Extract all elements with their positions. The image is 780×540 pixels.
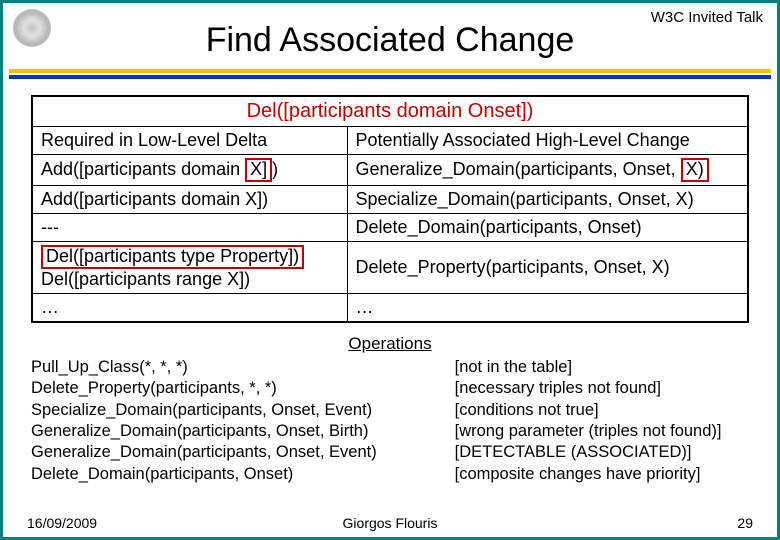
- operations-title: Operations: [31, 333, 749, 355]
- op-result: [necessary triples not found]: [455, 378, 749, 399]
- highlight-box: X]: [245, 158, 272, 182]
- divider-yellow: [9, 69, 771, 73]
- operations-section: Operations Pull_Up_Class(*, *, *) Delete…: [31, 333, 749, 486]
- op-result: [composite changes have priority]: [455, 464, 749, 485]
- table-cell: …: [32, 293, 347, 322]
- table-cell: Delete_Domain(participants, Onset): [347, 213, 748, 241]
- table-cell: Delete_Property(participants, Onset, X): [347, 241, 748, 293]
- table-cell: Generalize_Domain(participants, Onset, X…: [347, 155, 748, 186]
- col1-header: Required in Low-Level Delta: [32, 127, 347, 155]
- table-cell: Add([participants domain X]): [32, 185, 347, 213]
- footer-author: Giorgos Flouris: [3, 515, 777, 531]
- table-top-header: Del([participants domain Onset]): [32, 96, 748, 127]
- change-table: Del([participants domain Onset]) Require…: [31, 95, 749, 323]
- op-result: [not in the table]: [455, 357, 749, 378]
- op-line: Generalize_Domain(participants, Onset, E…: [31, 442, 455, 463]
- table-cell: Specialize_Domain(participants, Onset, X…: [347, 185, 748, 213]
- divider-blue: [9, 75, 771, 79]
- operations-right-col: [not in the table] [necessary triples no…: [455, 357, 749, 486]
- op-result: [conditions not true]: [455, 400, 749, 421]
- footer: 16/09/2009 Giorgos Flouris 29: [3, 515, 777, 531]
- header: W3C Invited Talk Find Associated Change: [3, 3, 777, 81]
- op-result: [DETECTABLE (ASSOCIATED)]: [455, 442, 749, 463]
- content-area: Del([participants domain Onset]) Require…: [3, 81, 777, 485]
- op-line: Delete_Property(participants, *, *): [31, 378, 455, 399]
- table-cell: Del([participants type Property])Del([pa…: [32, 241, 347, 293]
- col2-header: Potentially Associated High-Level Change: [347, 127, 748, 155]
- op-line: Delete_Domain(participants, Onset): [31, 464, 455, 485]
- op-line: Pull_Up_Class(*, *, *): [31, 357, 455, 378]
- highlight-box: Del([participants type Property]): [41, 245, 304, 269]
- table-cell: Add([participants domain X]): [32, 155, 347, 186]
- operations-left-col: Pull_Up_Class(*, *, *) Delete_Property(p…: [31, 357, 455, 486]
- table-cell: …: [347, 293, 748, 322]
- op-result: [wrong parameter (triples not found)]: [455, 421, 749, 442]
- op-line: Specialize_Domain(participants, Onset, E…: [31, 400, 455, 421]
- table-cell: ---: [32, 213, 347, 241]
- highlight-box: X): [681, 158, 709, 182]
- op-line: Generalize_Domain(participants, Onset, B…: [31, 421, 455, 442]
- page-title: Find Associated Change: [3, 21, 777, 60]
